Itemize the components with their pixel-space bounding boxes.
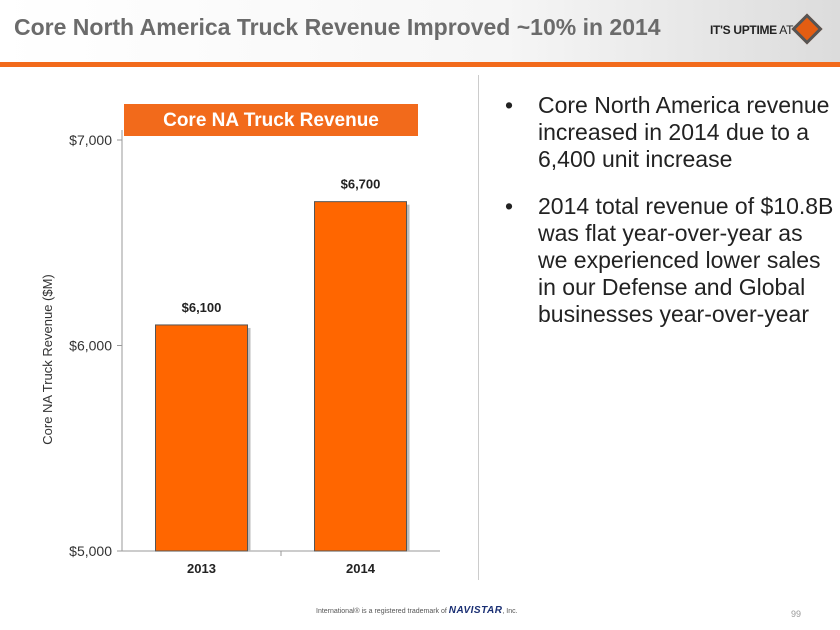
trademark-footer: International® is a registered trademark… <box>316 605 518 616</box>
bullet-item: • Core North America revenue increased in… <box>505 92 835 173</box>
bullet-dot: • <box>505 92 514 118</box>
header-bar: Core North America Truck Revenue Improve… <box>0 0 840 62</box>
bullet-item: • 2014 total revenue of $10.8B was flat y… <box>505 193 835 328</box>
column-divider <box>478 75 479 580</box>
x-tick-label: 2013 <box>187 561 216 576</box>
y-tick-label: $6,000 <box>69 338 112 354</box>
tagline-rest: AT <box>776 23 794 37</box>
bullet-dot: • <box>505 193 514 219</box>
data-label: $6,100 <box>182 300 222 315</box>
slide-title: Core North America Truck Revenue Improve… <box>14 14 661 40</box>
x-tick-label: 2014 <box>346 561 376 576</box>
y-tick-label: $7,000 <box>69 132 112 148</box>
tagline-bold: IT'S UPTIME <box>710 23 777 37</box>
bullet-list: • Core North America revenue increased in… <box>505 92 835 348</box>
orange-rule <box>0 62 840 67</box>
data-label: $6,700 <box>341 177 381 192</box>
chart-title: Core NA Truck Revenue <box>124 104 418 136</box>
footer-text-end: , Inc. <box>502 608 518 615</box>
international-logo-icon <box>791 13 823 45</box>
uptime-tagline: IT'S UPTIME AT <box>710 23 793 37</box>
revenue-bar-chart: $5,000 $6,000 $7,000 $6,100 2013 $6,700 2014 Co… <box>40 130 440 576</box>
page-number: 99 <box>791 609 802 619</box>
bullet-text: Core North America revenue increased in … <box>538 92 830 172</box>
navistar-logo: NAVISTAR <box>448 605 503 616</box>
bar-2014 <box>314 201 407 552</box>
y-axis-label: Core NA Truck Revenue ($M) <box>40 274 55 445</box>
bar-2013 <box>155 324 248 552</box>
y-tick-label: $5,000 <box>69 543 112 559</box>
footer-text: International® is a registered trademark… <box>316 608 449 615</box>
bullet-text: 2014 total revenue of $10.8B was flat ye… <box>538 193 834 327</box>
